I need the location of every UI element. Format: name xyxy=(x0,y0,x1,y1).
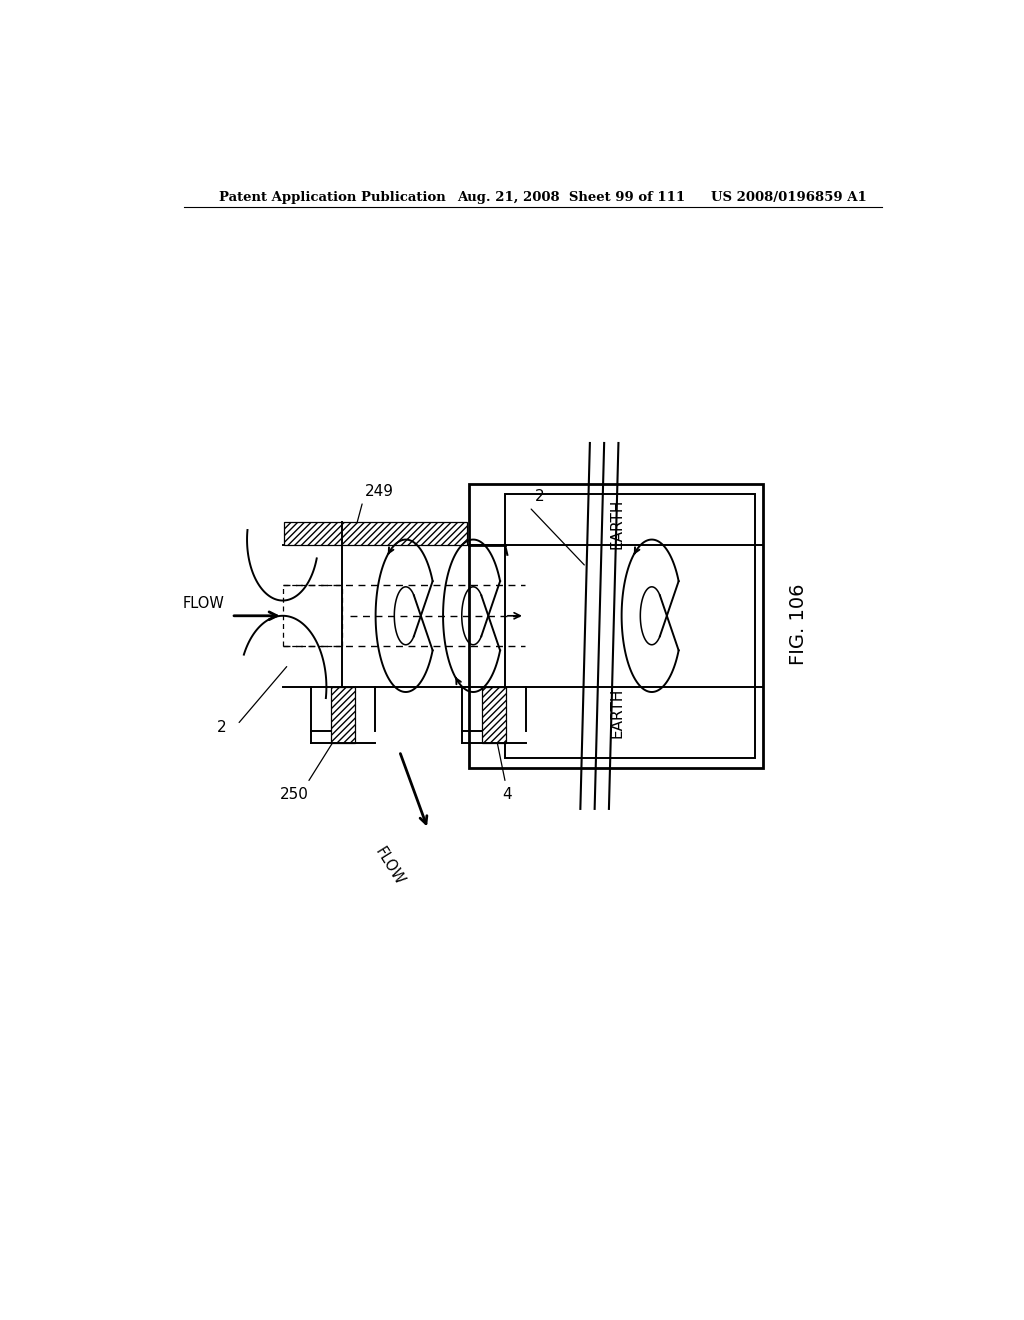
Text: FLOW: FLOW xyxy=(182,595,224,611)
Text: 4: 4 xyxy=(503,787,512,801)
Text: EARTH: EARTH xyxy=(609,499,625,549)
Text: US 2008/0196859 A1: US 2008/0196859 A1 xyxy=(712,191,867,205)
Text: FIG. 106: FIG. 106 xyxy=(790,583,808,665)
Bar xyxy=(469,483,763,768)
Text: 2: 2 xyxy=(217,721,226,735)
Text: 250: 250 xyxy=(281,787,309,801)
Bar xyxy=(505,494,755,758)
Bar xyxy=(482,686,506,743)
Text: FLOW: FLOW xyxy=(373,845,408,888)
Text: EARTH: EARTH xyxy=(609,688,625,738)
Text: 2: 2 xyxy=(536,488,545,504)
Text: Aug. 21, 2008  Sheet 99 of 111: Aug. 21, 2008 Sheet 99 of 111 xyxy=(458,191,685,205)
Bar xyxy=(331,686,355,743)
Text: Patent Application Publication: Patent Application Publication xyxy=(219,191,446,205)
Bar xyxy=(285,523,467,545)
Text: 249: 249 xyxy=(365,484,393,499)
